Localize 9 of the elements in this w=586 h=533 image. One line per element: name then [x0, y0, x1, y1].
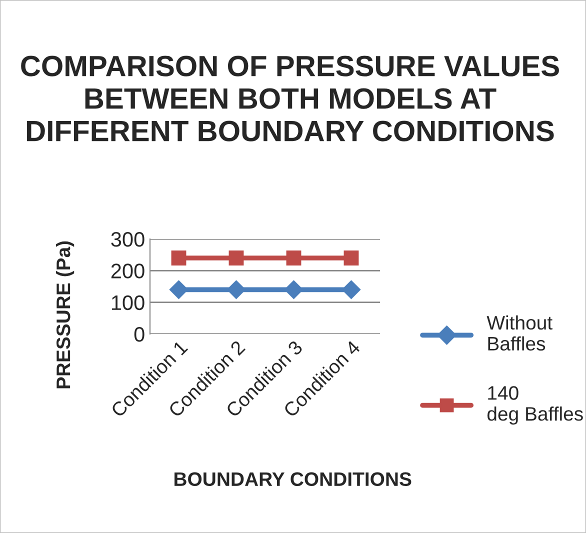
y-tick-label: 300 [111, 232, 144, 247]
y-axis-title: PRESSURE (Pa) [56, 241, 74, 388]
legend-label: Without Baffles [486, 315, 552, 351]
legend-label: 140 deg Baffles [487, 386, 583, 425]
y-tick-label: 200 [111, 264, 144, 278]
chart-title: COMPARISON OF PRESSURE VALUES BETWEEN BOTH MODELS AT DIFFERENT BOUNDARY CONDITIONS [21, 56, 559, 142]
y-tick-label: 0 [134, 327, 144, 342]
y-tick-label: 100 [112, 295, 144, 310]
x-axis-title: BOUNDARY CONDITIONS [174, 472, 412, 486]
